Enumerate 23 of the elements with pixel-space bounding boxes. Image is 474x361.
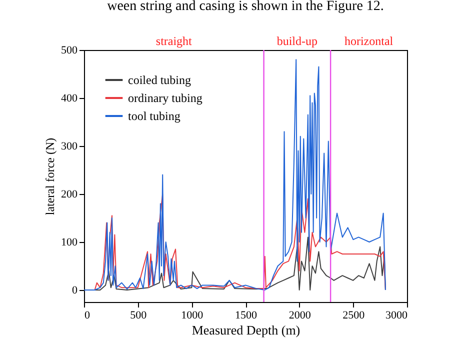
x-tick-label: 2500 — [342, 310, 366, 322]
text: straight — [156, 34, 193, 48]
y-tick-label: 100 — [61, 236, 78, 248]
y-axis-title: lateral force (N) — [43, 138, 57, 216]
y-tick-label: 400 — [61, 92, 78, 104]
x-tick-label: 1000 — [181, 310, 204, 322]
y-tick-label: 200 — [61, 188, 78, 200]
line-series — [84, 59, 386, 290]
x-tick-label: 0 — [84, 310, 90, 322]
legend-label: coiled tubing — [128, 73, 191, 87]
text: ween string and casing is shown in the Figure 12. — [107, 0, 384, 14]
x-tick-label: 1500 — [235, 310, 258, 322]
x-tick-label: 3000 — [386, 310, 408, 322]
legend-label: tool tubing — [128, 109, 180, 123]
y-tick-label: 500 — [61, 44, 78, 56]
x-axis-title: Measured Depth (m) — [192, 322, 300, 338]
x-tick-label: 500 — [130, 310, 148, 322]
text: build-up — [276, 34, 318, 48]
y-tick-label: 0 — [72, 284, 78, 296]
y-tick-label: 300 — [61, 140, 78, 152]
legend-label: ordinary tubing — [128, 91, 202, 105]
text: horizontal — [344, 34, 394, 48]
x-tick-label: 2000 — [288, 310, 312, 322]
